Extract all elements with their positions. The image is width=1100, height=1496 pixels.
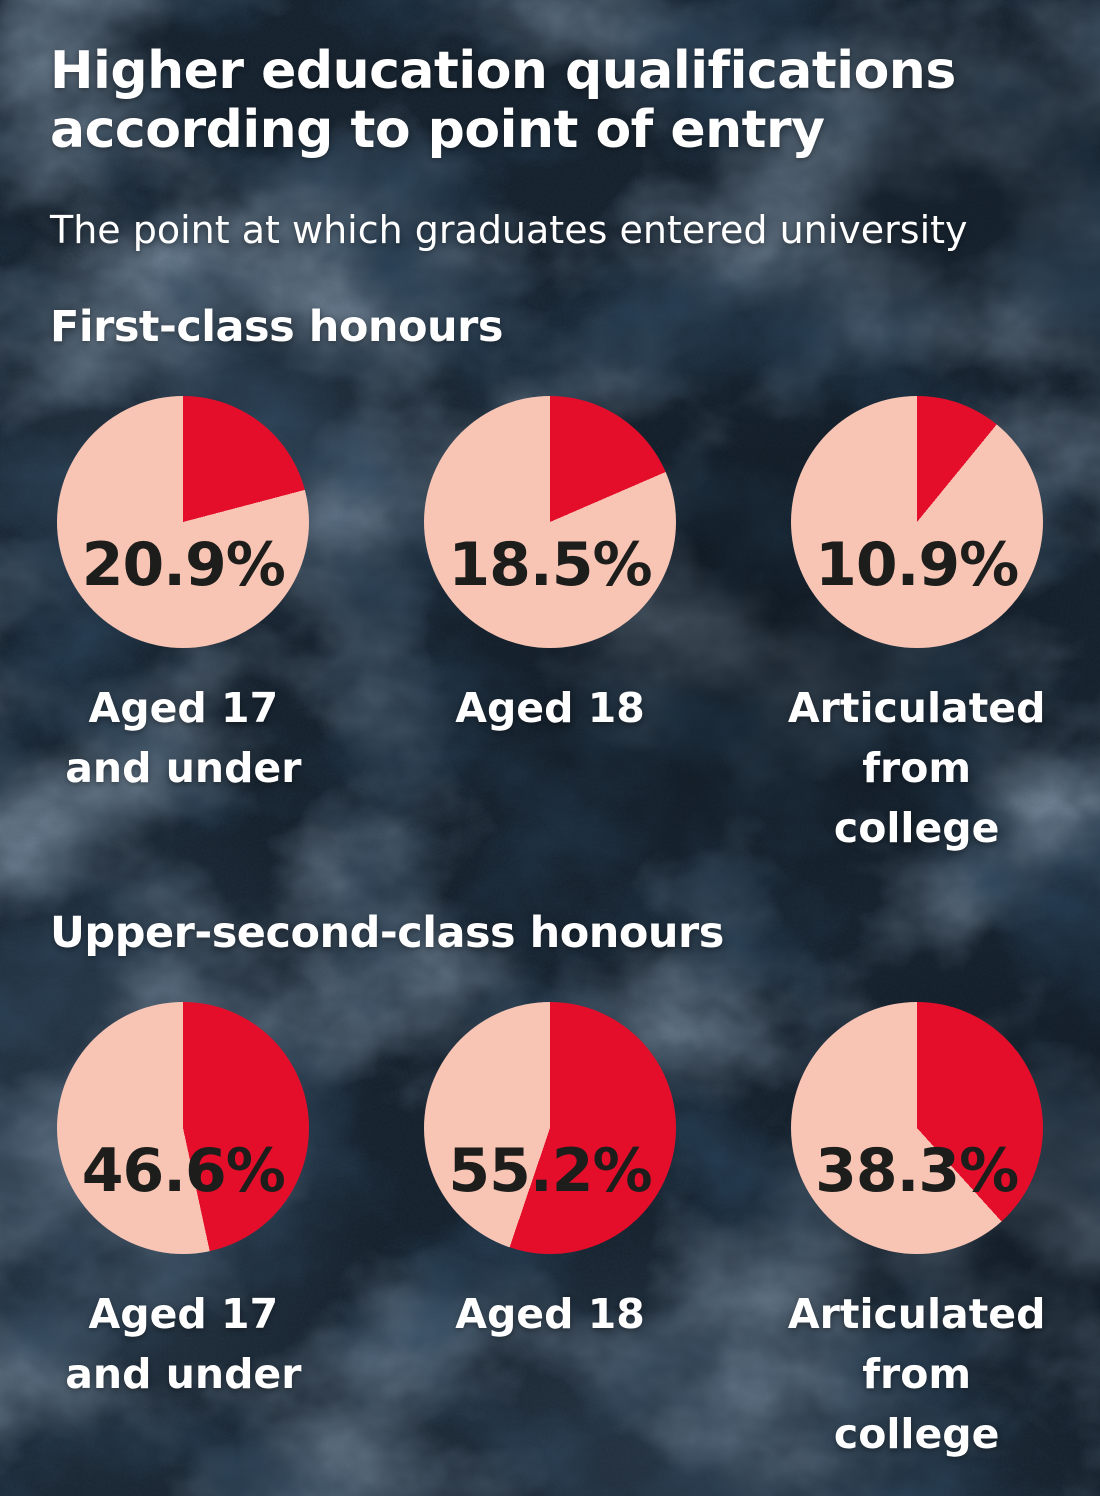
label-line: Aged 18 xyxy=(455,1289,645,1338)
label-line: college xyxy=(833,1409,1000,1458)
label-line: Aged 17 xyxy=(88,683,279,732)
page-title: Higher education qualifications accordin… xyxy=(50,42,1050,160)
pie-value-label: 38.3% xyxy=(815,1135,1019,1206)
pie-figure-upper-articulated: 38.3% Articulated from college xyxy=(733,1001,1100,1464)
pie-chart-first-aged17: 20.9% xyxy=(57,395,310,648)
label-line: Articulated xyxy=(787,1289,1046,1338)
page-title-line2: according to point of entry xyxy=(50,100,825,160)
label-line: from xyxy=(862,1349,972,1398)
pie-value-label: 46.6% xyxy=(81,1135,286,1206)
label-line: and under xyxy=(65,1349,302,1398)
section-heading-upper-second: Upper-second-class honours xyxy=(50,907,724,958)
subtitle: The point at which graduates entered uni… xyxy=(50,208,968,252)
section-first-class-honours: First-class honours 20.9% Aged 17 and un… xyxy=(50,302,1050,858)
label-line: Aged 18 xyxy=(455,683,645,732)
pie-category-label: Aged 18 xyxy=(455,678,645,738)
pie-figure-upper-aged18: 55.2% Aged 18 xyxy=(367,1001,734,1464)
label-line: Aged 17 xyxy=(88,1289,279,1338)
label-line: and under xyxy=(65,743,302,792)
section-upper-second-class-honours: Upper-second-class honours 46.6% Aged 17… xyxy=(50,908,1050,1464)
pie-category-label: Aged 17 and under xyxy=(65,678,301,798)
pie-category-label: Articulated from college xyxy=(788,1284,1046,1464)
pie-value-label: 18.5% xyxy=(448,529,652,600)
pie-figure-first-articulated: 10.9% Articulated from college xyxy=(733,395,1100,858)
label-line: from xyxy=(862,743,972,792)
page-title-line1: Higher education qualifications xyxy=(50,41,956,101)
pie-figure-upper-aged17: 46.6% Aged 17 and under xyxy=(0,1001,367,1464)
pie-chart-first-aged18: 18.5% xyxy=(424,395,676,648)
pie-category-label: Aged 17 and under xyxy=(65,1284,301,1404)
pie-figure-first-aged17: 20.9% Aged 17 and under xyxy=(0,395,367,858)
label-line: college xyxy=(833,803,1000,852)
pie-figure-first-aged18: 18.5% Aged 18 xyxy=(367,395,734,858)
label-line: Articulated xyxy=(787,683,1046,732)
pie-value-label: 20.9% xyxy=(81,529,286,600)
pie-category-label: Aged 18 xyxy=(455,1284,645,1344)
pie-value-label: 10.9% xyxy=(815,529,1019,600)
pie-value-label: 55.2% xyxy=(448,1135,652,1206)
pie-chart-first-articulated: 10.9% xyxy=(790,395,1043,648)
pie-category-label: Articulated from college xyxy=(788,678,1046,858)
pie-row-first-class: 20.9% Aged 17 and under 18.5% Aged 18 10… xyxy=(0,395,1100,858)
pie-chart-upper-articulated: 38.3% xyxy=(790,1001,1043,1254)
section-heading-first-class: First-class honours xyxy=(50,301,503,352)
pie-row-upper-second: 46.6% Aged 17 and under 55.2% Aged 18 38… xyxy=(0,1001,1100,1464)
pie-chart-upper-aged17: 46.6% xyxy=(57,1001,310,1254)
pie-chart-upper-aged18: 55.2% xyxy=(424,1001,676,1254)
